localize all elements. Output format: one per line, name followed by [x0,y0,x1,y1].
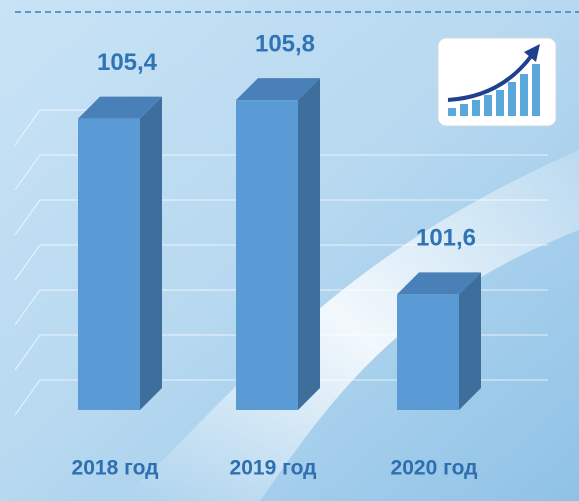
x-tick-label: 2019 год [230,457,317,480]
grid [14,109,548,416]
value-label: 105,4 [97,49,158,76]
x-tick-label: 2020 год [391,457,478,480]
bar [397,294,459,410]
value-label: 105,8 [255,30,315,57]
bar [78,118,140,410]
bar [236,100,298,410]
bar-top [236,78,320,101]
value-label: 101,6 [416,225,476,252]
bar-side [459,272,481,410]
bar-top [78,96,162,119]
bar-side [298,78,320,410]
bar-top [397,272,481,295]
bar-side [140,96,162,410]
icon [437,37,557,127]
swoosh [120,150,579,501]
x-tick-label: 2018 год [72,457,159,480]
